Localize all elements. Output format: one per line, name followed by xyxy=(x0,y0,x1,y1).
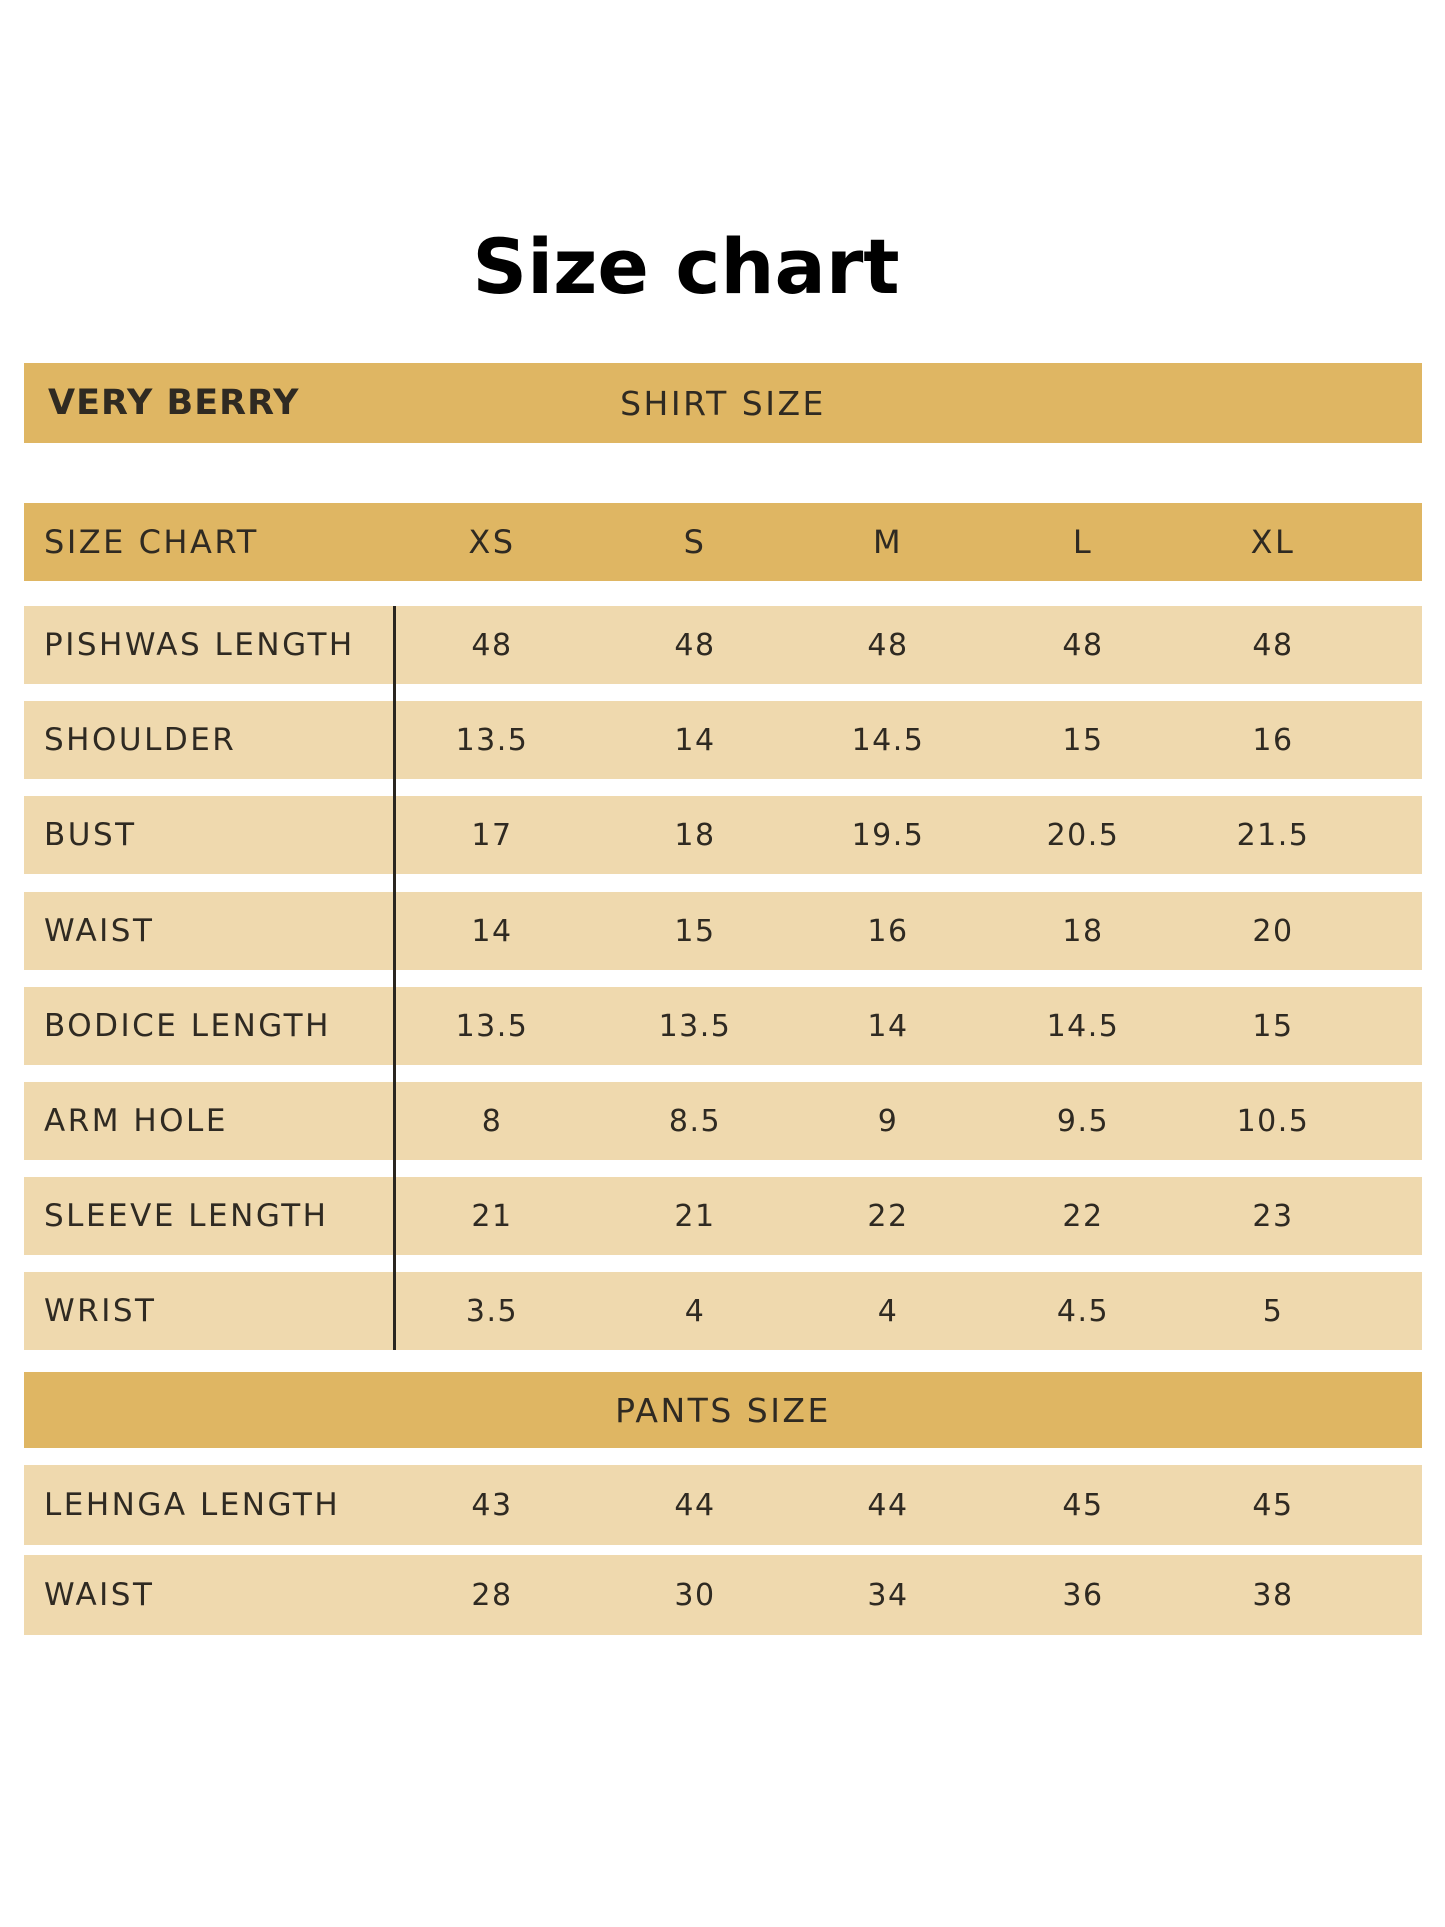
table-row: PISHWAS LENGTH 48 48 48 48 48 xyxy=(24,606,1422,684)
size-chart-header-label: SIZE CHART xyxy=(44,523,259,561)
table-row: SLEEVE LENGTH 21 21 22 22 23 xyxy=(24,1177,1422,1255)
table-cell: 8 xyxy=(481,1103,503,1139)
table-cell: 10.5 xyxy=(1236,1103,1310,1139)
table-cell: 15 xyxy=(1252,1008,1294,1044)
table-cell: 9.5 xyxy=(1056,1103,1110,1139)
shirt-row-label: WAIST xyxy=(44,913,155,949)
size-header-m: M xyxy=(872,523,904,561)
shirt-row-label: SLEEVE LENGTH xyxy=(44,1198,329,1234)
pants-row-label: LEHNGA LENGTH xyxy=(44,1487,341,1523)
table-row: WAIST 14 15 16 18 20 xyxy=(24,892,1422,970)
table-cell: 43 xyxy=(471,1487,513,1523)
table-cell: 38 xyxy=(1252,1577,1294,1613)
table-cell: 20 xyxy=(1252,913,1294,949)
table-cell: 15 xyxy=(674,913,716,949)
table-cell: 20.5 xyxy=(1046,817,1120,853)
shirt-size-section-title: SHIRT SIZE xyxy=(620,383,826,423)
pants-size-band: PANTS SIZE xyxy=(24,1372,1422,1448)
table-cell: 21 xyxy=(674,1198,716,1234)
shirt-row-label: WRIST xyxy=(44,1293,157,1329)
table-cell: 13.5 xyxy=(455,1008,529,1044)
table-cell: 15 xyxy=(1062,722,1104,758)
table-cell: 18 xyxy=(674,817,716,853)
table-cell: 4.5 xyxy=(1056,1293,1110,1329)
table-cell: 48 xyxy=(674,627,716,663)
table-cell: 21 xyxy=(471,1198,513,1234)
table-cell: 36 xyxy=(1062,1577,1104,1613)
pants-size-section-title: PANTS SIZE xyxy=(615,1390,831,1430)
brand-header-band: VERY BERRY SHIRT SIZE xyxy=(24,363,1422,443)
table-cell: 23 xyxy=(1252,1198,1294,1234)
table-row: WRIST 3.5 4 4 4.5 5 xyxy=(24,1272,1422,1350)
table-cell: 30 xyxy=(674,1577,716,1613)
table-cell: 16 xyxy=(867,913,909,949)
table-cell: 14 xyxy=(867,1008,909,1044)
table-cell: 19.5 xyxy=(851,817,925,853)
table-cell: 22 xyxy=(867,1198,909,1234)
shirt-row-label: BODICE LENGTH xyxy=(44,1008,331,1044)
table-cell: 4 xyxy=(684,1293,706,1329)
table-cell: 22 xyxy=(1062,1198,1104,1234)
table-cell: 14.5 xyxy=(1046,1008,1120,1044)
table-cell: 17 xyxy=(471,817,513,853)
table-row: SHOULDER 13.5 14 14.5 15 16 xyxy=(24,701,1422,779)
table-cell: 13.5 xyxy=(658,1008,732,1044)
table-cell: 44 xyxy=(867,1487,909,1523)
table-cell: 48 xyxy=(1062,627,1104,663)
table-row: BUST 17 18 19.5 20.5 21.5 xyxy=(24,796,1422,874)
table-cell: 4 xyxy=(877,1293,899,1329)
size-header-row: SIZE CHART XS S M L XL xyxy=(24,503,1422,581)
table-cell: 44 xyxy=(674,1487,716,1523)
shirt-row-label: BUST xyxy=(44,817,137,853)
table-cell: 18 xyxy=(1062,913,1104,949)
page-title: Size chart xyxy=(472,222,900,311)
table-row: ARM HOLE 8 8.5 9 9.5 10.5 xyxy=(24,1082,1422,1160)
table-cell: 5 xyxy=(1262,1293,1284,1329)
table-cell: 21.5 xyxy=(1236,817,1310,853)
table-cell: 9 xyxy=(877,1103,899,1139)
table-cell: 14 xyxy=(674,722,716,758)
table-cell: 14 xyxy=(471,913,513,949)
shirt-row-label: ARM HOLE xyxy=(44,1103,228,1139)
table-cell: 8.5 xyxy=(668,1103,722,1139)
size-header-xs: XS xyxy=(468,523,516,561)
size-header-xl: XL xyxy=(1250,523,1296,561)
table-cell: 13.5 xyxy=(455,722,529,758)
table-cell: 3.5 xyxy=(465,1293,519,1329)
shirt-row-label: SHOULDER xyxy=(44,722,237,758)
table-cell: 45 xyxy=(1252,1487,1294,1523)
size-header-l: L xyxy=(1072,523,1094,561)
table-row: LEHNGA LENGTH 43 44 44 45 45 xyxy=(24,1465,1422,1545)
table-row: WAIST 28 30 34 36 38 xyxy=(24,1555,1422,1635)
label-column-divider xyxy=(393,606,396,1350)
size-header-s: S xyxy=(683,523,707,561)
table-cell: 48 xyxy=(1252,627,1294,663)
table-cell: 34 xyxy=(867,1577,909,1613)
shirt-row-label: PISHWAS LENGTH xyxy=(44,627,355,663)
brand-name: VERY BERRY xyxy=(48,383,300,423)
table-row: BODICE LENGTH 13.5 13.5 14 14.5 15 xyxy=(24,987,1422,1065)
table-cell: 28 xyxy=(471,1577,513,1613)
table-cell: 45 xyxy=(1062,1487,1104,1523)
table-cell: 48 xyxy=(867,627,909,663)
table-cell: 48 xyxy=(471,627,513,663)
table-cell: 14.5 xyxy=(851,722,925,758)
table-cell: 16 xyxy=(1252,722,1294,758)
pants-row-label: WAIST xyxy=(44,1577,155,1613)
